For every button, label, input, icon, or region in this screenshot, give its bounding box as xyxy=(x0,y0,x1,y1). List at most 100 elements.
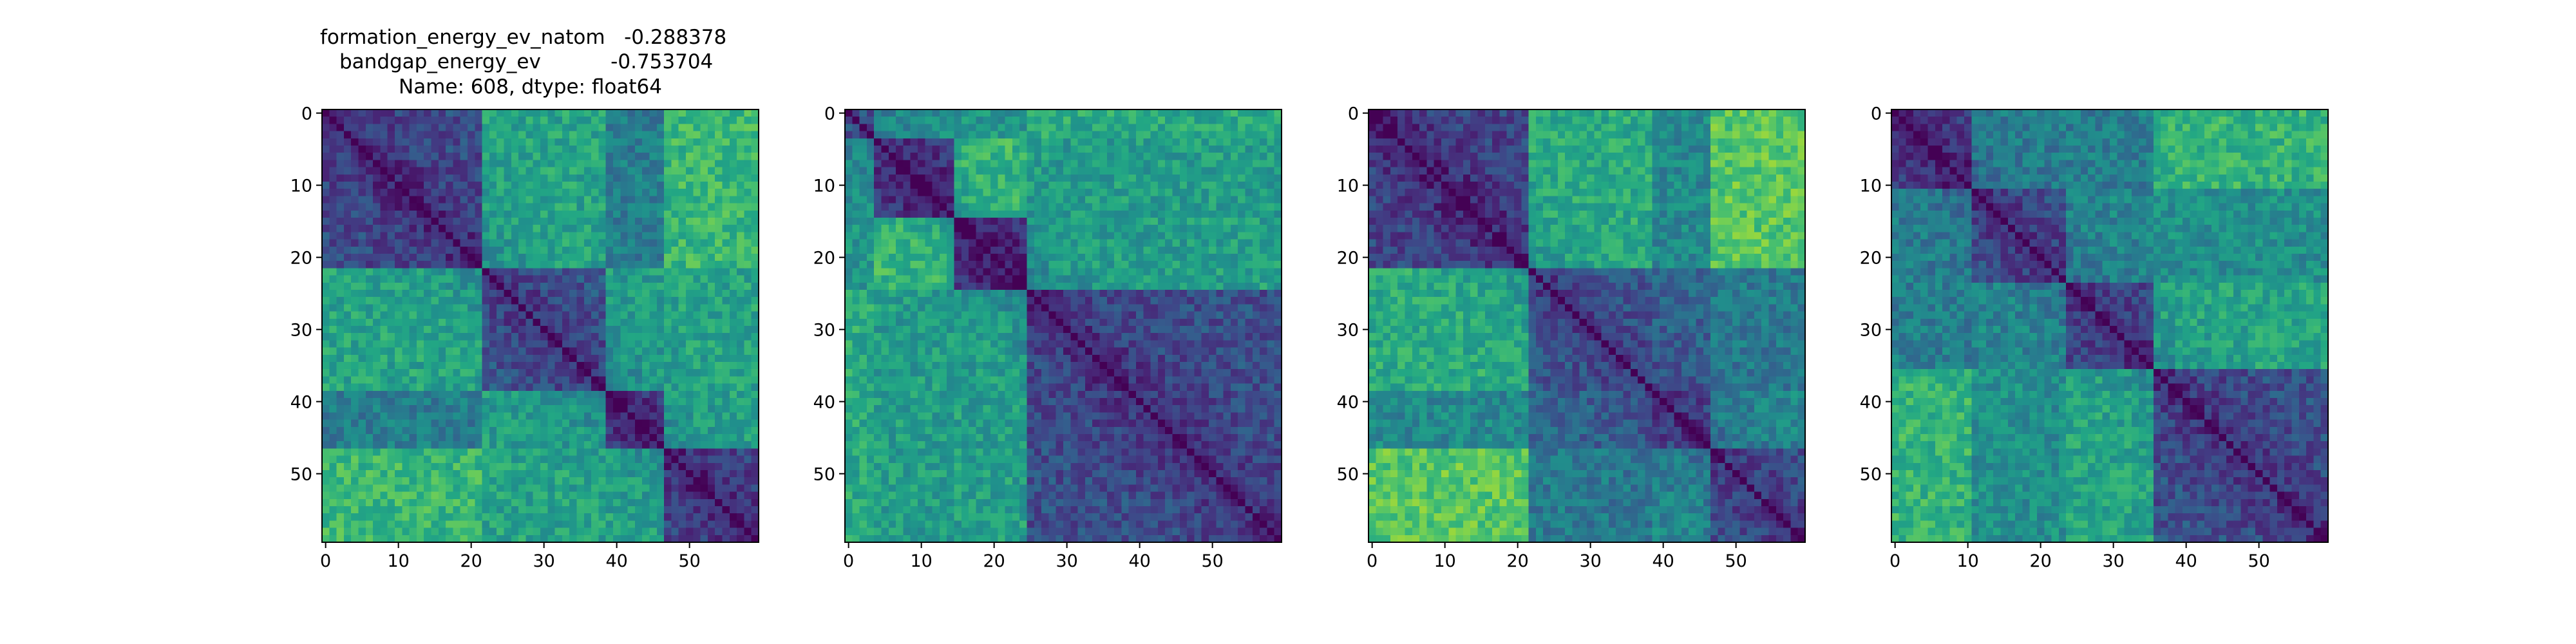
heatmap-cell xyxy=(605,268,614,276)
heatmap-cell xyxy=(424,362,432,370)
heatmap-cell xyxy=(1121,232,1130,240)
heatmap-cell xyxy=(409,174,417,182)
heatmap-cell xyxy=(583,196,592,204)
heatmap-cell xyxy=(737,131,744,139)
heatmap-cell xyxy=(707,174,715,182)
heatmap-cell xyxy=(737,254,744,261)
heatmap-cell xyxy=(562,369,570,377)
heatmap-cell xyxy=(613,434,621,442)
heatmap-cell xyxy=(656,232,665,240)
heatmap-cell xyxy=(990,167,998,175)
heatmap-cell xyxy=(693,174,701,182)
heatmap-cell xyxy=(453,354,461,363)
heatmap-cell xyxy=(446,506,453,514)
heatmap-cell xyxy=(744,210,752,218)
heatmap-cell xyxy=(925,131,933,139)
heatmap-cell xyxy=(475,376,483,384)
heatmap-cell xyxy=(1034,117,1042,124)
heatmap-cell xyxy=(744,218,752,225)
heatmap-cell xyxy=(1172,146,1180,153)
heatmap-cell xyxy=(1165,189,1173,196)
heatmap-cell xyxy=(431,419,439,428)
heatmap-cell xyxy=(642,491,650,500)
heatmap-cell xyxy=(569,412,578,421)
heatmap-cell xyxy=(939,239,947,247)
heatmap-cell xyxy=(1172,182,1180,189)
heatmap-cell xyxy=(365,167,374,175)
heatmap-cell xyxy=(881,254,889,261)
heatmap-cell xyxy=(373,369,381,377)
heatmap-cell xyxy=(591,239,599,247)
heatmap-cell xyxy=(446,491,453,500)
heatmap-cell xyxy=(700,254,708,261)
heatmap-cell xyxy=(881,210,889,218)
heatmap-cell xyxy=(416,362,424,370)
heatmap-cell xyxy=(497,441,505,449)
heatmap-cell xyxy=(634,124,643,132)
heatmap-cell xyxy=(554,109,563,117)
heatmap-cell xyxy=(1084,182,1093,189)
heatmap-cell xyxy=(380,470,388,478)
heatmap-cell xyxy=(620,282,629,290)
heatmap-cell xyxy=(751,290,759,298)
heatmap-cell xyxy=(678,167,687,175)
heatmap-cell xyxy=(438,326,446,334)
heatmap-cell xyxy=(380,390,388,399)
heatmap-cell xyxy=(583,246,592,254)
heatmap-cell xyxy=(583,390,592,399)
heatmap-cell xyxy=(402,275,410,283)
heatmap-cell xyxy=(1114,109,1122,117)
heatmap-cell xyxy=(693,167,701,175)
heatmap-cell xyxy=(431,318,439,327)
heatmap-cell xyxy=(1041,268,1049,276)
heatmap-cell xyxy=(336,167,345,175)
heatmap-cell xyxy=(1157,196,1166,204)
heatmap-cell xyxy=(954,203,962,211)
heatmap-cell xyxy=(627,448,636,457)
heatmap-cell xyxy=(729,462,737,471)
heatmap-cell xyxy=(627,390,636,399)
heatmap-cell xyxy=(1121,218,1130,225)
heatmap-cell xyxy=(387,261,395,269)
heatmap-cell xyxy=(925,268,933,276)
heatmap-cell xyxy=(751,138,759,146)
heatmap-cell xyxy=(613,318,621,327)
heatmap-cell xyxy=(373,390,381,399)
heatmap-cell xyxy=(874,261,882,269)
heatmap-cell xyxy=(365,210,374,218)
heatmap-cell xyxy=(329,498,337,507)
heatmap-cell xyxy=(343,426,352,435)
heatmap-cell xyxy=(489,513,497,521)
heatmap-cell xyxy=(402,160,410,168)
heatmap-cell xyxy=(424,405,432,413)
heatmap-cell xyxy=(700,383,708,392)
heatmap-cell xyxy=(504,109,512,117)
heatmap-cell xyxy=(649,326,658,334)
heatmap-cell xyxy=(1223,246,1231,254)
heatmap-cell xyxy=(533,462,541,471)
heatmap-cell xyxy=(969,268,976,276)
heatmap-cell xyxy=(1114,225,1122,232)
heatmap-cell xyxy=(1245,246,1253,254)
heatmap-cell xyxy=(1238,232,1246,240)
heatmap-cell xyxy=(1245,203,1253,211)
heatmap-cell xyxy=(715,196,723,204)
heatmap-cell xyxy=(866,246,875,254)
heatmap-cell xyxy=(540,484,548,493)
heatmap-cell xyxy=(438,513,446,521)
heatmap-cell xyxy=(387,434,395,442)
heatmap-cell xyxy=(686,160,694,168)
heatmap-cell xyxy=(678,506,687,514)
heatmap-cell xyxy=(1157,174,1166,182)
heatmap-cell xyxy=(737,491,744,500)
heatmap-cell xyxy=(526,138,534,146)
heatmap-cell xyxy=(583,275,592,283)
heatmap-cell xyxy=(1260,254,1267,261)
heatmap-cell xyxy=(1128,268,1137,276)
heatmap-cell xyxy=(918,146,925,153)
heatmap-cell xyxy=(424,290,432,298)
heatmap-cell xyxy=(489,448,497,457)
heatmap-cell xyxy=(424,347,432,355)
heatmap-cell xyxy=(642,182,650,189)
heatmap-cell xyxy=(576,383,585,392)
